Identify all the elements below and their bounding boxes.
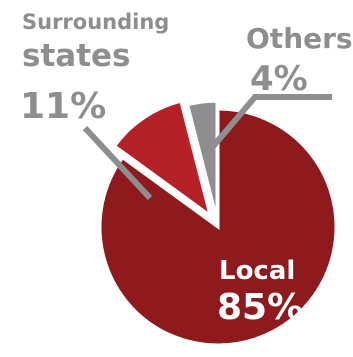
pie-slice-others <box>185 99 219 220</box>
pie-slice-surrounding-states <box>112 99 213 220</box>
others-percent: 4% <box>250 59 308 99</box>
leader-lines <box>82 94 332 201</box>
others-label: Others <box>246 22 353 55</box>
leader-line-others <box>207 94 332 152</box>
pie-slices <box>98 99 338 347</box>
surrounding-percent: 11% <box>20 86 106 127</box>
leader-line-surrounding-states <box>82 125 153 201</box>
local-label: Local <box>219 256 295 286</box>
surrounding-label-line1: Surrounding <box>22 10 169 34</box>
local-percent: 85% <box>217 287 303 328</box>
surrounding-label-line2: states <box>22 38 131 74</box>
pie-slice-local <box>98 107 338 347</box>
